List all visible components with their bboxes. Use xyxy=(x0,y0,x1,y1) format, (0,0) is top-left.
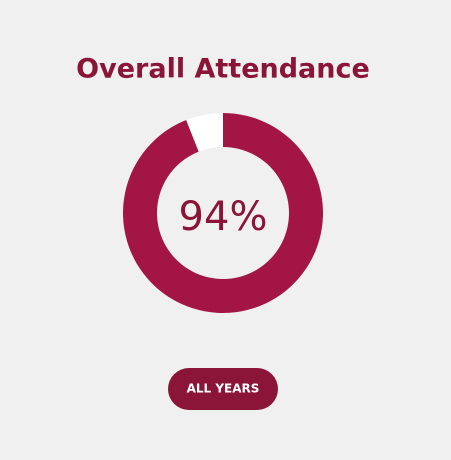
center-label: 94% xyxy=(179,194,268,240)
donut-segment xyxy=(186,113,223,152)
all-years-button[interactable]: ALL YEARS xyxy=(168,368,278,410)
donut-segment xyxy=(123,113,324,313)
button-label[interactable]: ALL YEARS xyxy=(187,382,260,396)
donut-chart xyxy=(123,113,324,313)
button-background[interactable] xyxy=(168,368,278,410)
chart-title: Overall Attendance xyxy=(76,54,370,85)
